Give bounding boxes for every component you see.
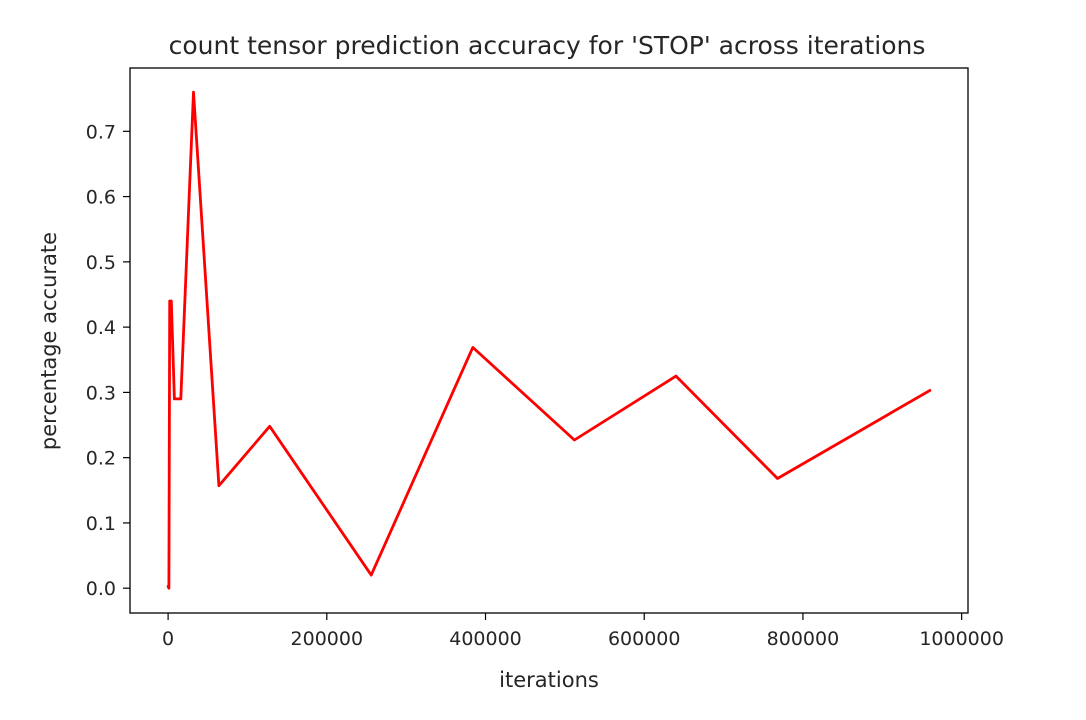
y-tick-label: 0.7 (86, 121, 116, 143)
x-tick-label: 800000 (767, 628, 840, 650)
x-axis: 0 200000 400000 600000 800000 1000000 (162, 613, 1004, 650)
y-axis-label: percentage accurate (37, 232, 61, 450)
x-tick-label: 0 (162, 628, 174, 650)
x-tick-label: 600000 (608, 628, 681, 650)
y-axis: 0.0 0.1 0.2 0.3 0.4 0.5 0.6 0.7 (86, 121, 130, 600)
plot-area (129, 67, 969, 614)
y-tick-label: 0.2 (86, 448, 116, 470)
series-line (166, 90, 932, 590)
y-tick-label: 0.0 (86, 578, 116, 600)
plot-frame (129, 67, 969, 614)
y-tick-label: 0.3 (86, 382, 116, 404)
x-tick-label: 1000000 (919, 628, 1004, 650)
x-tick-label: 400000 (449, 628, 522, 650)
x-tick-label: 200000 (291, 628, 364, 650)
series-layer (166, 90, 932, 590)
y-tick-label: 0.4 (86, 317, 116, 339)
y-tick-label: 0.1 (86, 513, 116, 535)
y-tick-label: 0.6 (86, 187, 116, 209)
y-tick-label: 0.5 (86, 252, 116, 274)
chart-title: count tensor prediction accuracy for 'ST… (169, 31, 926, 60)
x-axis-label: iterations (499, 668, 599, 692)
